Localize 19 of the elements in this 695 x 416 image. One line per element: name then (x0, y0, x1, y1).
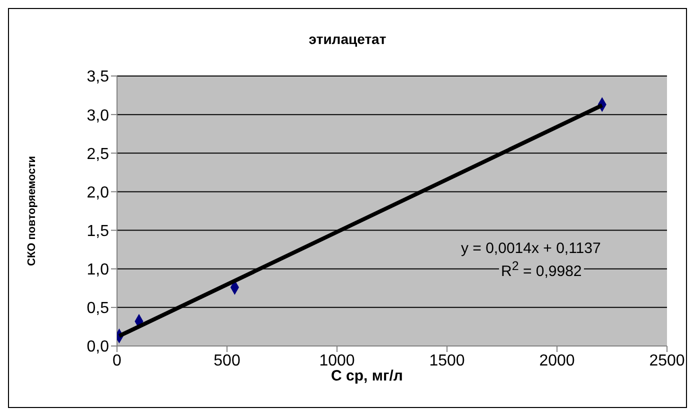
y-tick-label: 2,0 (86, 184, 110, 202)
annotation: R$^{2}$ = 0,9982 (499, 258, 584, 280)
annotation: y = 0,0014x + 0,1137 (459, 240, 603, 257)
x-tick-label: 2000 (539, 352, 575, 370)
y-tick-label: 2,5 (86, 146, 110, 163)
x-tick-label: 1000 (319, 352, 355, 370)
y-tick-label: 3,0 (86, 107, 110, 124)
x-tick-label: 2500 (649, 352, 685, 370)
y-tick-label: 1,5 (86, 222, 110, 240)
y-axis-title: СКО повторяемости (26, 156, 38, 266)
y-tick-label: 0,5 (86, 300, 110, 318)
x-tick-label: 500 (214, 352, 240, 370)
chart-title: этилацетат (308, 31, 388, 47)
x-tick-label: 0 (112, 352, 122, 370)
y-tick-label: 0,0 (86, 338, 110, 356)
x-axis-title: C ср, мг/л (331, 368, 403, 385)
y-tick-label: 3,5 (86, 68, 110, 86)
x-tick-label: 1500 (429, 352, 465, 370)
y-tick-label: 1,0 (86, 262, 110, 279)
